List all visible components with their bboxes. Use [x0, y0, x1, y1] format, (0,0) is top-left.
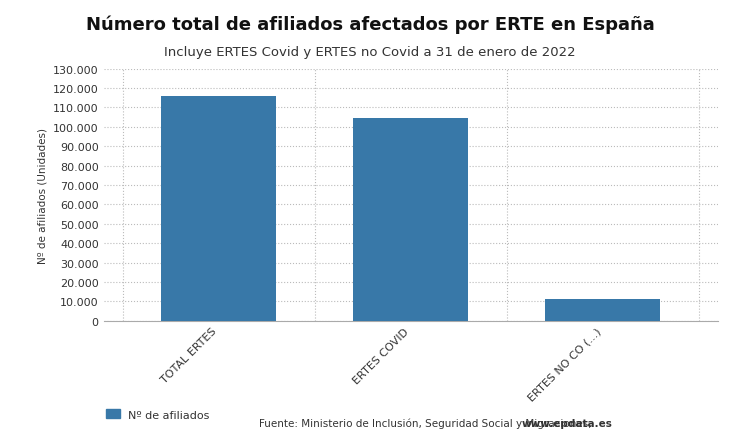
Text: Incluye ERTES Covid y ERTES no Covid a 31 de enero de 2022: Incluye ERTES Covid y ERTES no Covid a 3… [164, 46, 576, 59]
Y-axis label: Nº de afiliados (Unidades): Nº de afiliados (Unidades) [38, 128, 47, 263]
Bar [161, 96, 276, 321]
Text: www.epdata.es: www.epdata.es [522, 418, 613, 428]
Text: Número total de afiliados afectados por ERTE en España: Número total de afiliados afectados por … [86, 15, 654, 34]
Bar [545, 299, 660, 321]
Bar [353, 119, 468, 321]
Text: Fuente: Ministerio de Inclusión, Seguridad Social y Migraciones,: Fuente: Ministerio de Inclusión, Segurid… [259, 418, 595, 428]
Legend: Nº de afiliados: Nº de afiliados [102, 405, 215, 424]
